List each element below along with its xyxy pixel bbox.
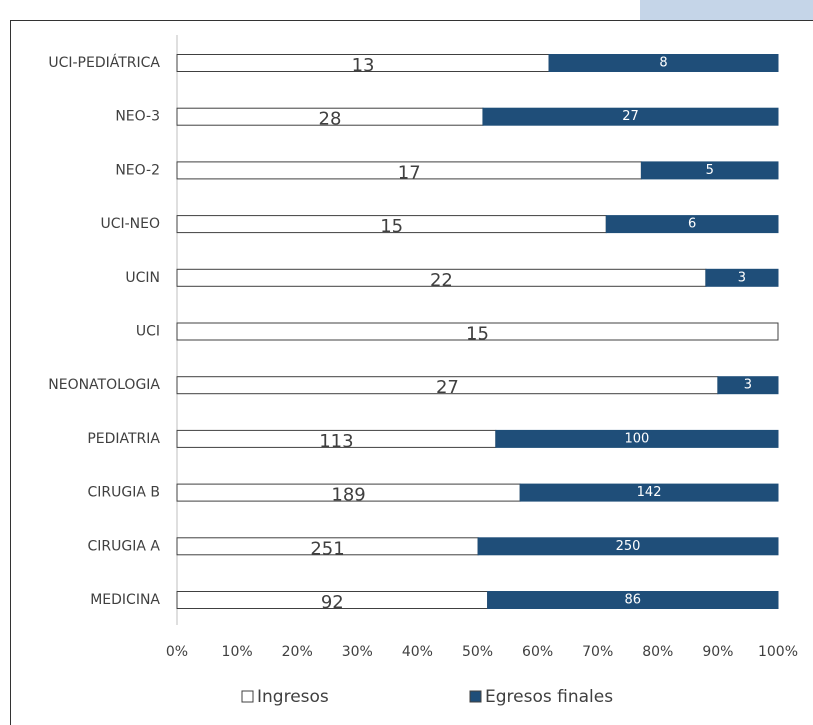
x-tick-label: 30% xyxy=(342,644,373,660)
legend-label: Egresos finales xyxy=(485,687,613,707)
x-tick-label: 60% xyxy=(522,644,553,660)
chart-frame xyxy=(11,21,813,725)
y-tick-label: NEO-3 xyxy=(115,109,160,125)
legend-swatch xyxy=(470,691,481,702)
data-label: 92 xyxy=(321,592,344,613)
y-tick-label: NEONATOLOGIA xyxy=(48,377,160,393)
data-label: 189 xyxy=(331,485,365,506)
y-tick-label: UCI xyxy=(136,324,160,340)
data-label: 27 xyxy=(622,109,639,124)
data-label: 3 xyxy=(744,378,752,393)
data-label: 17 xyxy=(398,162,421,183)
legend-label: Ingresos xyxy=(257,687,329,707)
data-label: 251 xyxy=(310,538,344,559)
x-tick-label: 70% xyxy=(582,644,613,660)
data-label: 8 xyxy=(659,56,667,71)
legend-swatch xyxy=(242,691,253,702)
y-tick-label: NEO-2 xyxy=(115,162,160,178)
data-label: 22 xyxy=(430,270,453,291)
x-tick-label: 40% xyxy=(402,644,433,660)
data-label: 5 xyxy=(706,163,714,178)
data-label: 15 xyxy=(380,216,403,237)
data-label: 15 xyxy=(466,324,489,345)
x-tick-label: 90% xyxy=(702,644,733,660)
data-label: 27 xyxy=(436,377,459,398)
data-label: 28 xyxy=(319,109,342,130)
y-tick-label: PEDIATRIA xyxy=(87,431,160,447)
y-tick-label: UCI-NEO xyxy=(100,216,160,232)
data-label: 86 xyxy=(625,593,642,608)
data-label: 3 xyxy=(738,270,746,285)
x-tick-label: 0% xyxy=(166,644,188,660)
data-label: 6 xyxy=(688,217,696,232)
x-tick-label: 50% xyxy=(462,644,493,660)
chart: 0% 10% 20% 30% 40% 50% 60% 70% 80% 90% 100% UCI-PED… xyxy=(0,0,813,725)
y-tick-label: CIRUGIA B xyxy=(88,485,161,501)
x-tick-label: 20% xyxy=(282,644,313,660)
y-tick-label: MEDICINA xyxy=(90,592,160,608)
window-decoration xyxy=(640,0,813,20)
y-tick-label: CIRUGIA A xyxy=(88,538,161,554)
data-label: 250 xyxy=(616,539,641,554)
data-label: 100 xyxy=(625,431,650,446)
y-tick-label: UCIN xyxy=(125,270,160,286)
x-tick-label: 100% xyxy=(758,644,798,660)
data-label: 113 xyxy=(319,431,353,452)
data-label: 142 xyxy=(637,485,662,500)
data-label: 13 xyxy=(352,55,375,76)
x-tick-label: 80% xyxy=(642,644,673,660)
y-tick-label: UCI-PEDIÁTRICA xyxy=(48,54,160,71)
x-tick-label: 10% xyxy=(222,644,253,660)
